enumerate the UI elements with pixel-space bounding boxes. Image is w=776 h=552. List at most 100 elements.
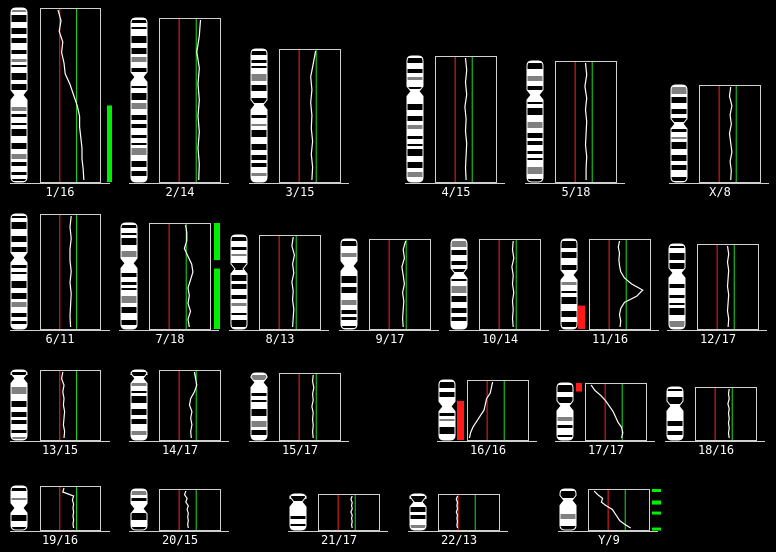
ideogram-band [669,253,685,260]
ideogram-band [410,515,426,519]
ideogram-band [131,103,147,109]
ratio-profile [291,236,296,328]
ideogram-band [231,295,247,299]
ideogram-bands [667,387,683,440]
ratio-profile [590,384,624,439]
ideogram-band [671,165,687,170]
ideogram-band [439,419,455,421]
chromosome-panel: 5/18 [525,60,625,199]
ideogram-band [131,115,147,120]
ideogram-band [527,122,543,128]
ideogram-band [560,514,576,519]
chromosome-panel: 16/16 [437,379,537,457]
ideogram-band [407,77,423,80]
ideogram-band [131,68,147,72]
profile-frame [159,18,221,183]
ideogram-band [341,276,357,283]
ideogram [230,234,248,330]
ratio-profile [69,215,72,328]
chromosome-label: 1/16 [46,185,75,199]
chromosome-label: 2/14 [166,185,195,199]
profile-frame [585,383,647,441]
chromosome-panel: 1/16 [10,7,112,199]
ideogram-band [11,247,27,252]
ideogram-band [407,125,423,129]
ideogram-band [251,421,267,427]
ideogram [670,84,688,183]
ideogram-band [131,396,147,403]
ideogram-band [557,417,573,421]
ideogram-band [251,400,267,402]
ratio-profile [401,240,407,328]
ideogram-band [407,69,423,73]
ideogram-band [251,393,267,396]
chromosome-panel: 11/16 [559,238,659,346]
chromosome-label: 12/17 [700,332,736,346]
ideogram-bands [251,373,267,440]
ideogram [289,493,307,531]
ideogram [250,48,268,183]
chromosome-panel: 22/13 [408,493,508,547]
ideogram-band [11,488,27,491]
ideogram-band [131,124,147,128]
profile-frame [467,380,529,441]
ideogram [10,485,28,531]
ideogram-band [131,513,147,520]
chromosome-panel: 14/17 [129,369,229,457]
ideogram-band [451,317,467,321]
gain-bar [107,105,112,182]
ideogram-band [131,86,147,88]
ideogram-band [671,155,687,161]
ideogram-band [231,320,247,327]
ideogram-band [407,116,423,121]
ideogram-band [560,526,576,530]
ideogram-band [131,48,147,54]
chromosome-label: X/8 [709,185,731,199]
ideogram-band [561,252,577,258]
ideogram-bands [11,370,27,440]
ideogram-band [527,158,543,160]
chromosome-label: 9/17 [376,332,405,346]
ideogram-band [251,51,267,55]
chromosome-panel: 21/17 [288,493,388,547]
ideogram-bands [341,239,357,329]
ideogram-band [407,144,423,146]
profile-frame [279,49,341,183]
ideogram-band [527,108,543,115]
ratio-profile [62,487,75,529]
ideogram-band [11,172,27,175]
chromosome-panel: X/8 [669,84,769,199]
chromosome-label: 11/16 [592,332,628,346]
ideogram-band [527,63,543,69]
ideogram-band [131,57,147,62]
ideogram-bands [131,370,147,440]
ideogram-band [251,115,267,118]
chromosome-label: 19/16 [42,533,78,547]
ideogram-band [131,20,147,23]
ideogram-band [131,148,147,155]
ideogram-band [121,273,137,277]
profile-frame [318,494,380,531]
ideogram-band [11,401,27,407]
chromosome-label: 16/16 [470,443,506,457]
ideogram-band [11,50,27,54]
ideogram-bands [11,486,27,530]
ideogram-band [561,311,577,317]
ideogram-band [121,238,137,245]
ideogram-band [671,129,687,132]
ideogram-band [131,527,147,530]
profile-frame [159,489,221,531]
ideogram-band [11,28,27,34]
ideogram-band [11,15,27,22]
ideogram-band [11,437,27,439]
ideogram-band [131,372,147,376]
ideogram-band [11,527,27,530]
chromosome-label: 18/16 [698,443,734,457]
ideogram-band [669,295,685,298]
gain-bar [652,527,661,531]
ideogram [556,382,574,441]
ideogram [666,386,684,441]
ideogram-band [11,302,27,307]
ideogram [10,7,28,183]
chromosome-panel: 2/14 [129,17,229,199]
